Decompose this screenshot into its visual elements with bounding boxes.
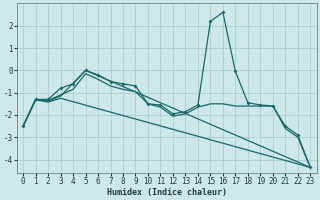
X-axis label: Humidex (Indice chaleur): Humidex (Indice chaleur) xyxy=(107,188,227,197)
